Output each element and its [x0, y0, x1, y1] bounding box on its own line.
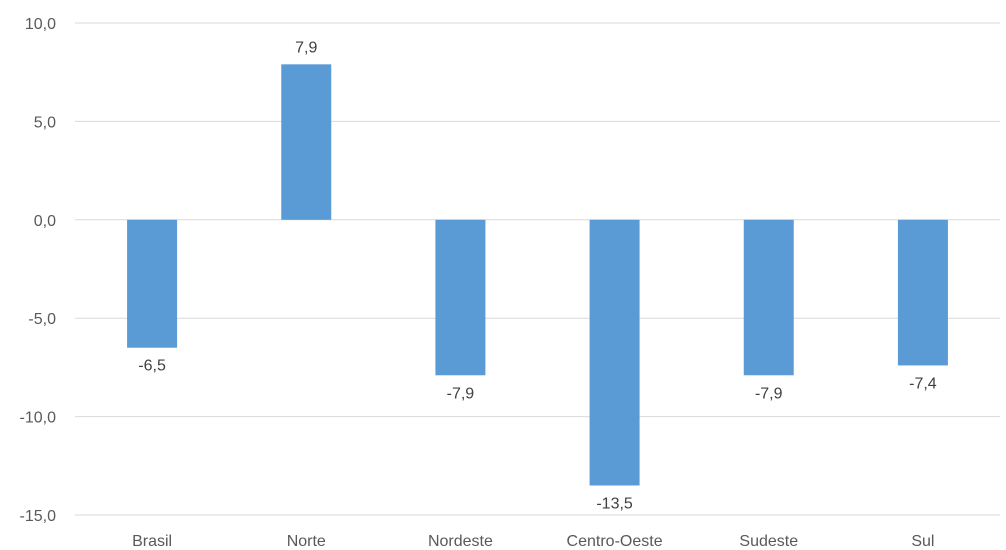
y-tick-label: -10,0	[20, 410, 57, 427]
data-label: -7,4	[909, 375, 937, 392]
y-tick-label: -5,0	[28, 311, 56, 328]
category-label: Centro-Oeste	[567, 533, 663, 550]
x-axis-category-labels: Brasil Norte Nordeste Centro-Oeste Sudeste Su…	[132, 533, 934, 550]
bars	[127, 64, 948, 486]
category-label: Sudeste	[739, 533, 798, 550]
category-label: Brasil	[132, 533, 172, 550]
y-tick-label: 5,0	[34, 114, 56, 131]
y-axis-tick-labels: 10,0 5,0 0,0 -5,0 -10,0 -15,0	[20, 16, 57, 525]
bar	[281, 64, 332, 220]
category-label: Sul	[911, 533, 934, 550]
category-label: Nordeste	[428, 533, 493, 550]
data-label: -7,9	[755, 385, 783, 402]
y-tick-label: 0,0	[34, 213, 56, 230]
bar	[589, 219, 640, 486]
y-tick-label: 10,0	[25, 16, 56, 33]
data-label: -13,5	[596, 495, 633, 512]
bar	[127, 219, 178, 348]
data-label: -6,5	[138, 358, 166, 375]
gridlines	[75, 22, 1000, 516]
category-label: Norte	[287, 533, 326, 550]
bar	[743, 219, 794, 376]
data-label: 7,9	[295, 39, 317, 56]
data-labels: -6,5 7,9 -7,9 -13,5 -7,9 -7,4	[138, 39, 937, 512]
bar	[435, 219, 486, 376]
data-label: -7,9	[447, 385, 475, 402]
bar	[897, 219, 948, 366]
y-tick-label: -15,0	[20, 508, 57, 525]
